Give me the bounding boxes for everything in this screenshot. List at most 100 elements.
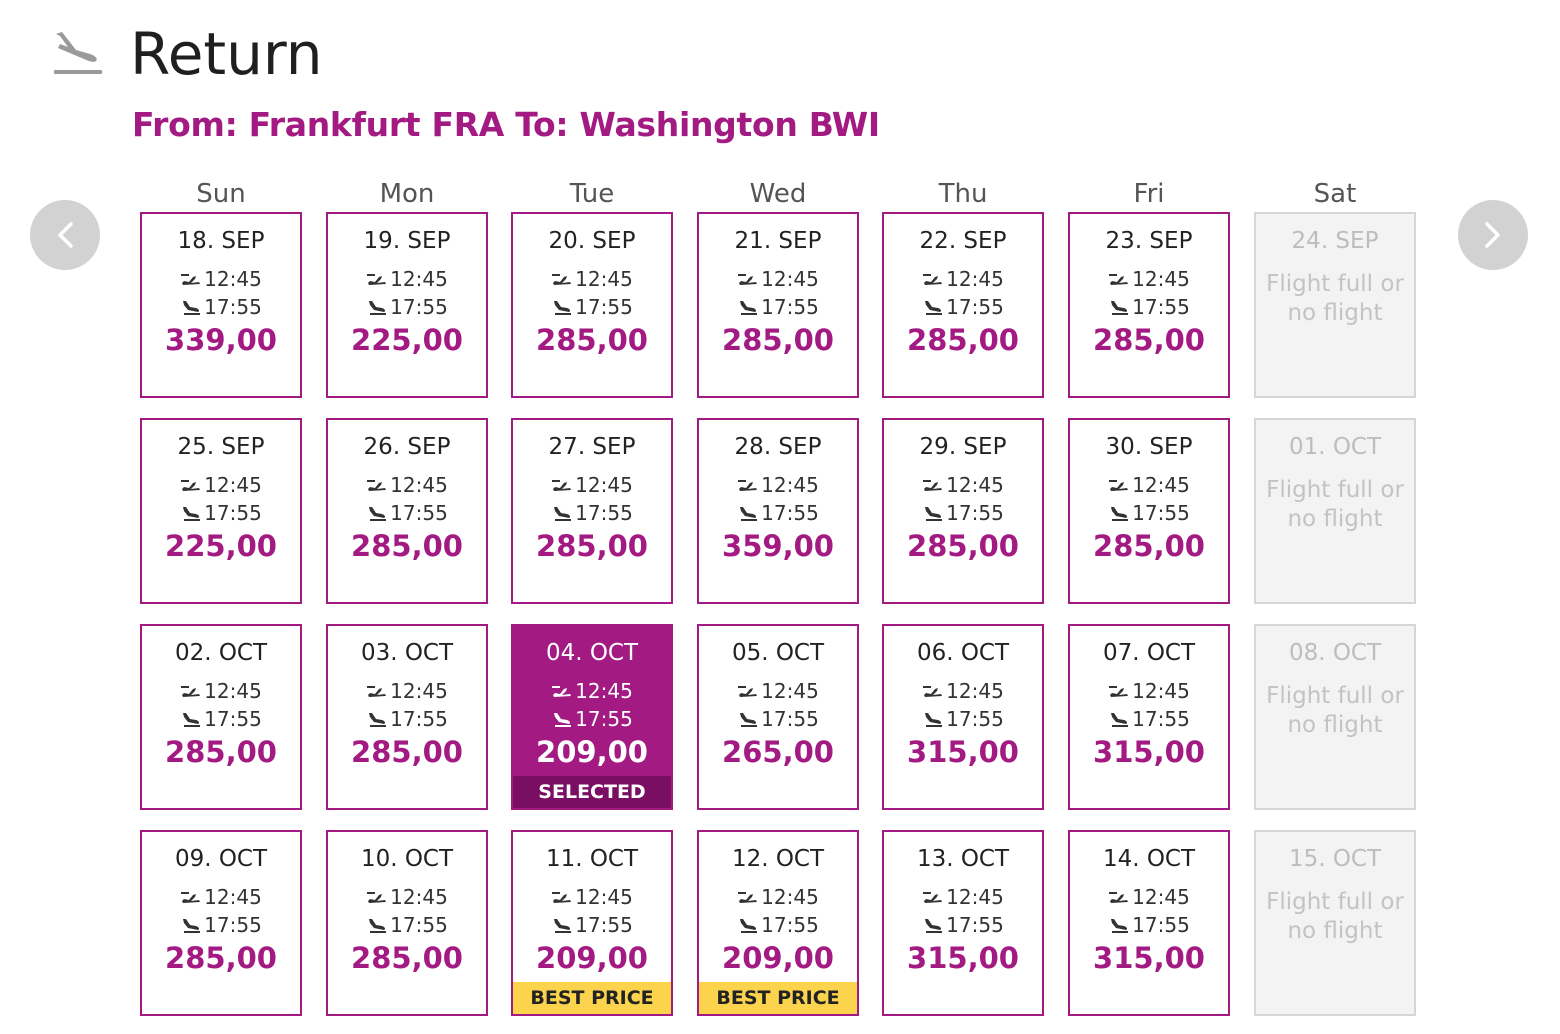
day-cell[interactable]: 06. OCT 12:45 17:55 315,00 [882,624,1044,810]
arrival-time-row: 17:55 [699,706,857,732]
next-week-button[interactable] [1458,200,1528,270]
departure-time-row: 12:45 [1070,266,1228,292]
arrival-time: 17:55 [390,295,448,319]
arrival-time-row: 17:55 [513,912,671,938]
best-price-badge: BEST PRICE [513,982,671,1014]
departure-time-row: 12:45 [1070,472,1228,498]
day-cell[interactable]: 10. OCT 12:45 17:55 285,00 [326,830,488,1016]
departure-time: 12:45 [946,885,1004,909]
arrival-time: 17:55 [1132,707,1190,731]
arrival-time-row: 17:55 [1070,294,1228,320]
day-cell[interactable]: 30. SEP 12:45 17:55 285,00 [1068,418,1230,604]
day-cell[interactable]: 20. SEP 12:45 17:55 285,00 [511,212,673,398]
weekday-sun: Sun [196,179,246,209]
fare-price: 285,00 [536,529,648,563]
departure-time: 12:45 [575,679,633,703]
arrival-time-row: 17:55 [328,500,486,526]
day-cell[interactable]: 11. OCT 12:45 17:55 209,00 BEST PRICE [511,830,673,1016]
day-cell[interactable]: 29. SEP 12:45 17:55 285,00 [882,418,1044,604]
arrival-time: 17:55 [575,501,633,525]
day-date: 18. SEP [177,228,265,254]
plane-landing-icon [737,707,761,731]
day-cell[interactable]: 03. OCT 12:45 17:55 285,00 [326,624,488,810]
arrival-time-row: 17:55 [142,500,300,526]
plane-landing-icon [922,913,946,937]
plane-takeoff-icon [366,473,390,497]
departure-time: 12:45 [204,473,262,497]
fare-price: 315,00 [1093,941,1205,975]
day-cell[interactable]: 23. SEP 12:45 17:55 285,00 [1068,212,1230,398]
departure-time: 12:45 [390,267,448,291]
day-cell[interactable]: 27. SEP 12:45 17:55 285,00 [511,418,673,604]
unavailable-text: Flight full or no flight [1256,888,1414,946]
day-cell[interactable]: 26. SEP 12:45 17:55 285,00 [326,418,488,604]
day-cell: 01. OCT Flight full or no flight [1254,418,1416,604]
plane-takeoff-icon [737,473,761,497]
day-date: 03. OCT [360,640,454,666]
departure-time-row: 12:45 [328,472,486,498]
departure-time-row: 12:45 [884,266,1042,292]
fare-price: 285,00 [907,529,1019,563]
departure-time: 12:45 [204,679,262,703]
unavailable-line: no flight [1287,300,1383,326]
day-cell[interactable]: 05. OCT 12:45 17:55 265,00 [697,624,859,810]
weekday-thu: Thu [938,179,988,209]
day-cell[interactable]: 25. SEP 12:45 17:55 225,00 [140,418,302,604]
plane-takeoff-icon [366,679,390,703]
day-cell[interactable]: 09. OCT 12:45 17:55 285,00 [140,830,302,1016]
arrival-time: 17:55 [946,295,1004,319]
arrival-time-row: 17:55 [884,500,1042,526]
day-cell[interactable]: 07. OCT 12:45 17:55 315,00 [1068,624,1230,810]
page-title: Return [130,20,323,88]
day-cell[interactable]: 04. OCT 12:45 17:55 209,00 SELECTED [511,624,673,810]
arrival-time-row: 17:55 [884,294,1042,320]
plane-landing-icon [551,913,575,937]
day-date: 29. SEP [919,434,1007,460]
day-cell[interactable]: 13. OCT 12:45 17:55 315,00 [882,830,1044,1016]
unavailable-text: Flight full or no flight [1256,476,1414,534]
plane-takeoff-icon [180,267,204,291]
departure-time-row: 12:45 [142,884,300,910]
unavailable-line: Flight full or [1266,271,1404,297]
plane-takeoff-icon [922,267,946,291]
day-cell[interactable]: 18. SEP 12:45 17:55 339,00 [140,212,302,398]
day-cell[interactable]: 14. OCT 12:45 17:55 315,00 [1068,830,1230,1016]
day-date: 27. SEP [548,434,636,460]
fare-price: 225,00 [351,323,463,357]
arrival-time-row: 17:55 [328,706,486,732]
arrival-time-row: 17:55 [699,500,857,526]
weekday-sat: Sat [1313,179,1357,209]
plane-landing-icon [737,913,761,937]
day-cell[interactable]: 22. SEP 12:45 17:55 285,00 [882,212,1044,398]
departure-time-row: 12:45 [884,472,1042,498]
day-cell[interactable]: 21. SEP 12:45 17:55 285,00 [697,212,859,398]
plane-takeoff-icon [1108,473,1132,497]
arrival-time: 17:55 [390,501,448,525]
day-cell[interactable]: 28. SEP 12:45 17:55 359,00 [697,418,859,604]
fare-price: 285,00 [165,735,277,769]
day-date: 15. OCT [1288,846,1382,872]
previous-week-button[interactable] [30,200,100,270]
day-date: 13. OCT [916,846,1010,872]
arrival-time-row: 17:55 [699,294,857,320]
departure-time-row: 12:45 [328,678,486,704]
departure-time: 12:45 [390,679,448,703]
departure-time: 12:45 [1132,267,1190,291]
plane-takeoff-icon [551,473,575,497]
arrival-time: 17:55 [204,913,262,937]
plane-takeoff-icon [737,267,761,291]
departure-time: 12:45 [204,267,262,291]
fare-price: 285,00 [351,529,463,563]
arrival-time: 17:55 [575,295,633,319]
departure-time: 12:45 [946,473,1004,497]
day-cell[interactable]: 19. SEP 12:45 17:55 225,00 [326,212,488,398]
day-cell[interactable]: 02. OCT 12:45 17:55 285,00 [140,624,302,810]
day-cell[interactable]: 12. OCT 12:45 17:55 209,00 BEST PRICE [697,830,859,1016]
weekday-wed: Wed [749,179,807,209]
day-date: 30. SEP [1105,434,1193,460]
arrival-time-row: 17:55 [884,912,1042,938]
arrival-time-row: 17:55 [328,294,486,320]
plane-takeoff-icon [1108,885,1132,909]
arrival-time-row: 17:55 [513,294,671,320]
fare-price: 315,00 [907,941,1019,975]
